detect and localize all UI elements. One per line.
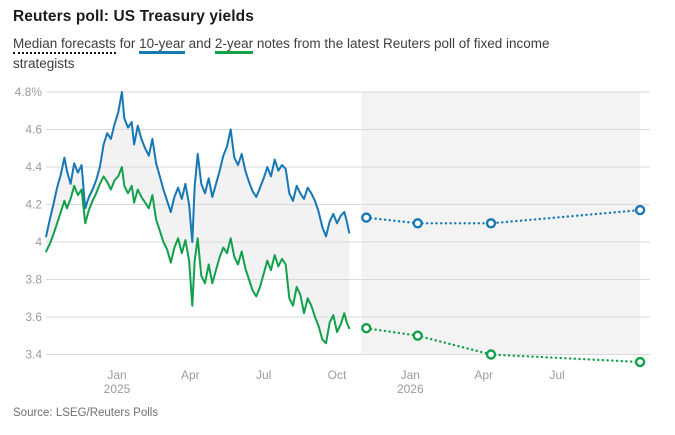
source-note: Source: LSEG/Reuters Polls — [13, 407, 159, 419]
2-year-forecast-line — [365, 326, 642, 364]
y-axis-label-4: 4 — [35, 235, 42, 249]
x-axis-year-2025: 2025 — [104, 382, 131, 396]
10-year-forecast-marker-2 — [485, 218, 497, 229]
chart-subtitle: Median forecasts for 10-year and 2-year … — [13, 34, 623, 75]
y-axis-label-4.2: 4.2 — [25, 198, 42, 212]
chart-title: Reuters poll: US Treasury yields — [13, 8, 254, 25]
y-axis-label-4.4: 4.4 — [25, 160, 42, 174]
legend-10-year: 10-year — [139, 36, 185, 54]
x-axis-year-2026: 2026 — [397, 382, 424, 396]
x-axis-label-jul: Jul — [549, 368, 564, 382]
10-year-history-line — [45, 91, 351, 243]
legend-2-year: 2-year — [214, 36, 254, 54]
yield-spread-fill — [46, 92, 350, 344]
x-axis-label-oct: Oct — [328, 368, 347, 382]
subtitle-text: for — [115, 36, 140, 51]
y-axis-label-3.4: 3.4 — [25, 348, 42, 362]
x-axis-label-jul: Jul — [256, 368, 271, 382]
subtitle-text-line2: strategists — [13, 56, 75, 72]
median-forecasts-label: Median forecasts — [13, 36, 116, 54]
y-axis-label-4.6: 4.6 — [25, 123, 42, 137]
2-year-forecast-marker-3 — [634, 356, 646, 368]
y-axis-label-3.6: 3.6 — [25, 310, 42, 324]
10-year-forecast-marker-0 — [361, 212, 372, 223]
x-axis-label-apr: Apr — [474, 368, 493, 382]
subtitle-text: notes from the latest Reuters poll of fi… — [253, 36, 550, 51]
x-axis-label-jan-2026: Jan — [401, 368, 420, 382]
y-axis-label-3.8: 3.8 — [25, 273, 42, 287]
x-axis-label-apr: Apr — [181, 368, 200, 382]
2-year-forecast-marker-2 — [485, 349, 497, 360]
10-year-forecast-marker-1 — [412, 218, 423, 229]
2-year-history-line — [45, 166, 351, 345]
subtitle-text: and — [184, 36, 215, 51]
y-axis-label-4.8: 4.8% — [15, 85, 43, 99]
forecast-band — [361, 92, 641, 355]
x-axis-label-jan-2025: Jan — [107, 368, 126, 382]
2-year-forecast-marker-1 — [412, 330, 423, 341]
2-year-forecast-marker-0 — [361, 322, 372, 334]
10-year-forecast-marker-3 — [634, 204, 646, 216]
10-year-forecast-line — [365, 208, 642, 225]
